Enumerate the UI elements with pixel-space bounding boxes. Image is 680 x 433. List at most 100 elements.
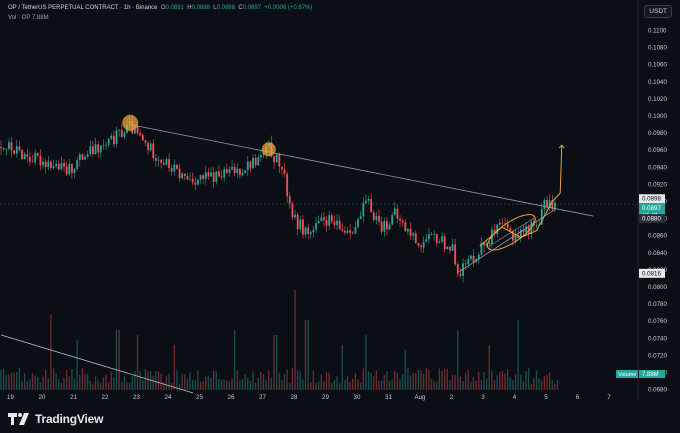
volume-bar [58, 379, 60, 390]
volume-bar [163, 382, 165, 390]
candle-body [118, 129, 121, 131]
volume-bar [239, 379, 241, 390]
candle-body [480, 242, 483, 255]
swing-high-marker[interactable] [261, 142, 276, 157]
volume-bar [517, 320, 519, 390]
volume-bar [84, 373, 86, 390]
candle-body [393, 208, 396, 216]
candle-body [346, 230, 349, 233]
volume-bar [341, 345, 343, 390]
volume-bar [283, 374, 286, 390]
volume-bar [344, 380, 346, 390]
volume-bar [205, 376, 207, 390]
volume-bar [16, 372, 18, 390]
candle-body [349, 230, 352, 233]
volume-bar [472, 377, 475, 390]
volume-bar [357, 379, 359, 390]
candle-body [304, 227, 307, 235]
candle-body [147, 142, 149, 151]
candle-body [554, 202, 556, 210]
swing-high-marker[interactable] [122, 114, 139, 131]
volume-bar [86, 373, 89, 390]
candle-body [294, 214, 296, 218]
candle-body [73, 168, 76, 173]
ascending-trendline[interactable] [459, 208, 556, 272]
volume-bar [5, 375, 7, 390]
volume-bar [548, 372, 551, 390]
volume-bar [299, 371, 301, 390]
volume-trendline[interactable] [0, 334, 194, 394]
volume-bar [527, 368, 530, 390]
volume-bar [422, 373, 425, 390]
candle-body [470, 255, 472, 259]
volume-bar [131, 376, 133, 390]
candle-body [149, 143, 152, 151]
candle-body [512, 231, 514, 241]
volume-bar [2, 368, 5, 390]
volume-bar [181, 373, 183, 390]
candle-body [354, 226, 357, 234]
x-tick-label: 5 [544, 394, 548, 401]
volume-bar [449, 380, 451, 390]
candle-body [333, 221, 336, 226]
candle-body [506, 223, 509, 229]
volume-bar [247, 377, 249, 390]
candle-body [351, 232, 354, 234]
x-tick-label: 30 [354, 394, 361, 401]
volume-bar [315, 382, 317, 390]
volume-bar [260, 371, 262, 390]
candle-body [291, 203, 294, 218]
symbol-title[interactable]: OP / TetherUS PERPETUAL CONTRACT · 1h · … [8, 5, 158, 11]
volume-value-bg [639, 370, 665, 378]
candle-body [34, 152, 37, 163]
candle-body [78, 154, 81, 161]
candle-body [42, 161, 44, 166]
volume-bar [396, 372, 399, 390]
candle-body [223, 169, 226, 178]
volume-bar [430, 378, 433, 390]
pattern-ellipse[interactable] [483, 208, 541, 256]
candle-body [123, 132, 126, 138]
candle-body [341, 229, 344, 231]
volume-bar [168, 373, 170, 390]
candle-body [422, 241, 425, 248]
quote-currency-button[interactable]: USDT [644, 5, 672, 18]
candle-body [94, 144, 97, 155]
candle-body [252, 157, 254, 169]
volume-bar [551, 380, 553, 390]
projection-arrow[interactable] [479, 145, 563, 247]
candle-body [372, 212, 375, 221]
volume-bar [538, 378, 540, 390]
tradingview-logo[interactable]: TradingView [8, 410, 103, 428]
volume-bar [307, 320, 309, 390]
volume-bar [317, 381, 320, 390]
candle-body [275, 153, 278, 163]
volume-bar [123, 376, 126, 390]
volume-bar [73, 378, 76, 390]
volume-bar [13, 372, 15, 390]
descending-trendline[interactable] [130, 124, 594, 217]
candle-body [281, 166, 283, 170]
candle-body [102, 144, 105, 146]
candle-body [228, 169, 231, 173]
volume-bar [212, 371, 215, 390]
candle-body [441, 236, 443, 242]
volume-bar [485, 378, 488, 390]
candle-body [309, 232, 312, 234]
volume-bar [380, 380, 383, 390]
volume-bar [76, 340, 78, 390]
volume-bar [81, 368, 84, 390]
volume-bar [289, 382, 291, 390]
candle-body [449, 246, 451, 251]
candle-body [31, 161, 34, 163]
volume-bar [173, 345, 175, 390]
volume-bar [522, 380, 525, 390]
volume-bar [197, 370, 199, 390]
candle-body [5, 148, 8, 150]
projection-arrowhead [558, 144, 565, 149]
volume-bar [118, 330, 120, 390]
candle-body [496, 224, 499, 235]
candle-body [380, 221, 383, 232]
volume-bar [499, 372, 501, 390]
